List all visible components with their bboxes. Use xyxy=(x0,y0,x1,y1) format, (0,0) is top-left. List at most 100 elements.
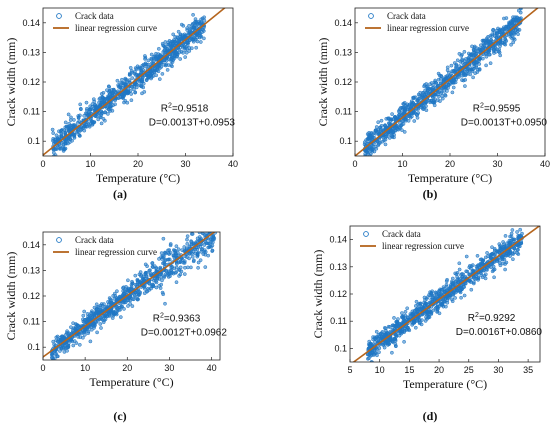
data-point xyxy=(169,59,174,63)
data-point xyxy=(187,244,192,249)
data-point xyxy=(55,354,60,359)
data-point xyxy=(63,141,68,146)
data-point xyxy=(460,272,464,276)
legend-label-regression: linear regression curve xyxy=(75,247,157,257)
data-point xyxy=(447,286,452,291)
data-point xyxy=(53,147,57,151)
y-axis-label: Crack width (mm) xyxy=(316,38,330,127)
data-point xyxy=(212,223,215,226)
data-point xyxy=(214,227,217,230)
data-point xyxy=(469,287,474,292)
data-point xyxy=(451,85,456,90)
data-point xyxy=(477,265,482,269)
data-point xyxy=(174,265,179,270)
data-point xyxy=(183,55,188,59)
data-point xyxy=(423,319,428,323)
data-point xyxy=(101,320,106,325)
data-point xyxy=(383,326,388,331)
data-point xyxy=(400,119,405,123)
data-point xyxy=(125,298,130,302)
data-point xyxy=(200,30,204,35)
data-point xyxy=(107,85,111,89)
data-point xyxy=(185,241,190,246)
data-point xyxy=(144,78,149,82)
data-point xyxy=(434,81,439,85)
data-point xyxy=(208,244,212,249)
y-tick-label: 0.13 xyxy=(22,47,40,57)
data-point xyxy=(510,30,515,35)
data-point xyxy=(509,231,514,236)
data-point xyxy=(397,108,401,113)
data-point xyxy=(129,98,134,103)
data-point xyxy=(134,67,139,72)
data-point xyxy=(87,107,92,112)
x-tick-label: 30 xyxy=(180,159,190,169)
data-point xyxy=(461,285,466,289)
data-point xyxy=(374,329,379,334)
data-point xyxy=(108,105,113,109)
y-axis-label: Crack width (mm) xyxy=(4,252,18,341)
data-point xyxy=(458,289,462,294)
data-point xyxy=(403,309,408,314)
data-point xyxy=(382,333,387,338)
data-point xyxy=(467,67,472,72)
data-point xyxy=(418,93,422,98)
data-point xyxy=(171,271,176,276)
data-point xyxy=(491,27,496,32)
data-point xyxy=(374,130,379,134)
data-point xyxy=(78,106,83,111)
data-point xyxy=(171,32,176,37)
data-point xyxy=(402,339,406,344)
data-point xyxy=(212,221,215,224)
legend: Crack data linear regression curve xyxy=(365,11,469,33)
data-point xyxy=(405,306,410,311)
data-point xyxy=(195,252,200,257)
scatter-points xyxy=(50,12,207,156)
data-point xyxy=(211,224,214,227)
data-point xyxy=(464,71,469,76)
data-point xyxy=(184,50,189,55)
data-point xyxy=(470,263,475,267)
data-point xyxy=(158,265,163,270)
data-point xyxy=(422,295,427,300)
data-point xyxy=(449,63,454,68)
data-point xyxy=(152,278,156,283)
data-point xyxy=(68,338,72,343)
x-tick-label: 20 xyxy=(122,363,132,373)
data-point xyxy=(181,50,185,55)
data-point xyxy=(187,29,192,34)
data-point xyxy=(190,254,195,259)
data-point xyxy=(495,259,499,263)
data-point xyxy=(383,142,388,147)
data-point xyxy=(59,134,64,139)
data-point xyxy=(150,261,155,265)
data-point xyxy=(502,42,507,46)
data-point xyxy=(503,234,508,238)
data-point xyxy=(370,160,373,163)
data-point xyxy=(477,56,482,61)
data-point xyxy=(153,55,158,60)
x-tick-label: 30 xyxy=(492,159,502,169)
data-point xyxy=(444,284,449,289)
legend-marker-crack-data xyxy=(363,231,369,237)
data-point xyxy=(117,95,122,100)
data-point xyxy=(394,323,398,328)
data-point xyxy=(193,223,196,226)
data-point xyxy=(437,90,441,94)
subfigure-label: (c) xyxy=(113,409,126,423)
data-point xyxy=(517,28,522,32)
data-point xyxy=(511,40,516,45)
data-point xyxy=(195,239,199,244)
x-tick-label: 40 xyxy=(207,363,217,373)
data-point xyxy=(388,325,392,329)
data-point xyxy=(205,224,208,227)
data-point xyxy=(76,335,81,339)
data-point xyxy=(88,339,93,344)
data-point xyxy=(195,247,200,252)
data-point xyxy=(103,110,108,114)
data-point xyxy=(93,114,98,118)
data-point xyxy=(504,27,509,32)
data-point xyxy=(199,228,202,231)
x-tick-label: 10 xyxy=(397,159,407,169)
data-point xyxy=(189,265,193,270)
